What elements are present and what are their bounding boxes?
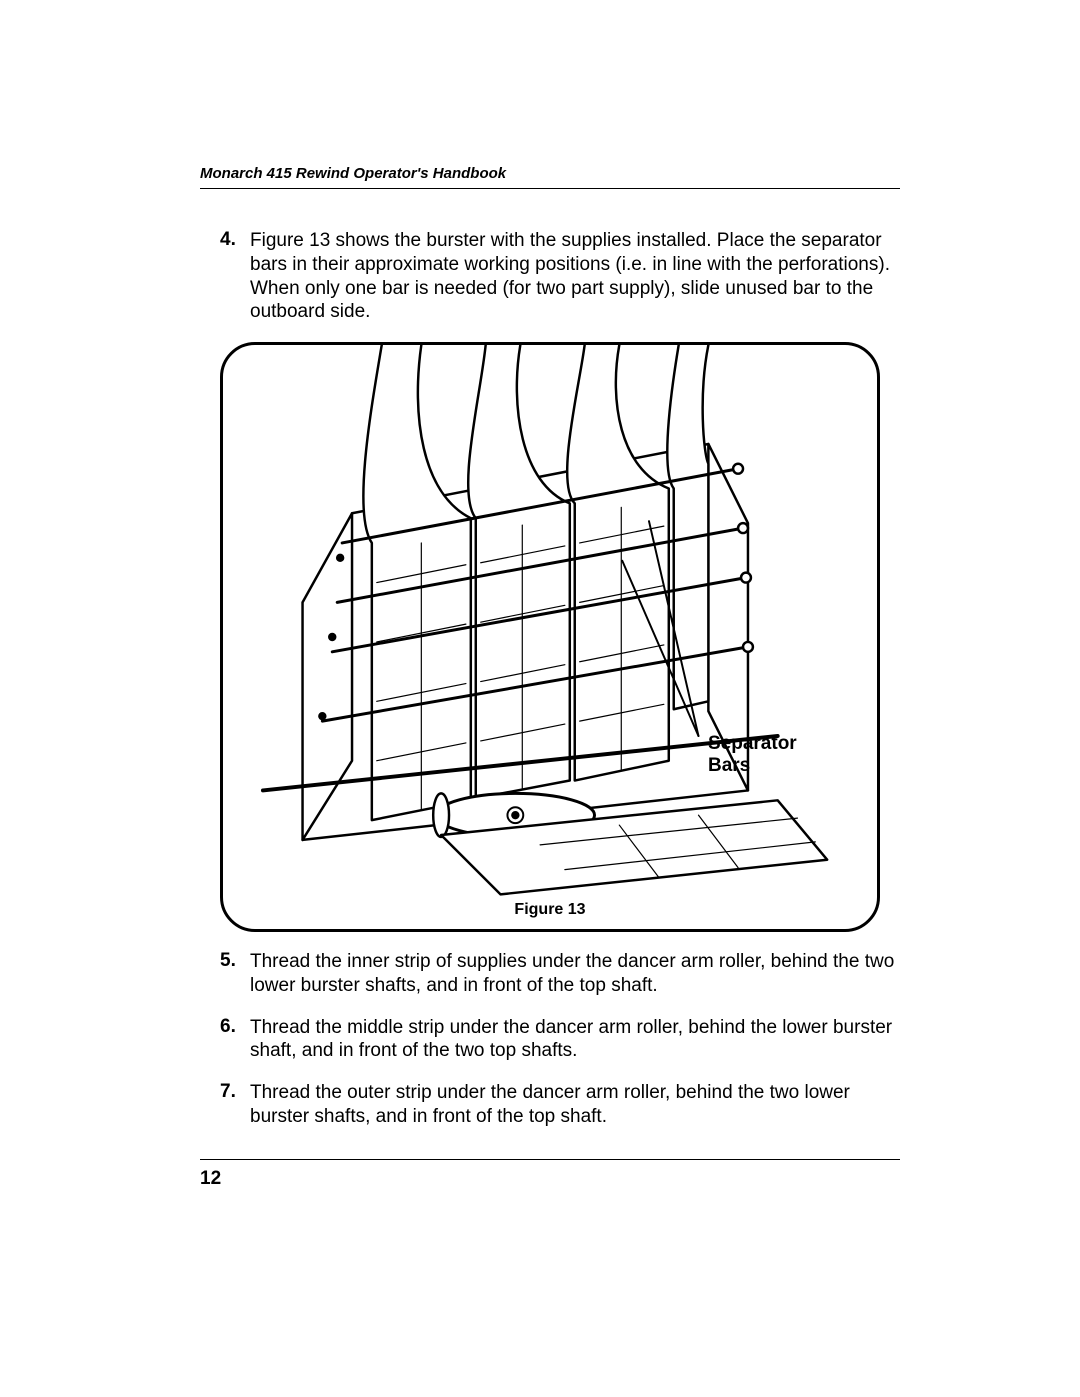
list-text: Thread the inner strip of supplies under… [250,950,900,998]
figure-label-line1: Separator [708,733,797,754]
list-number: 7. [220,1081,250,1129]
page-number: 12 [200,1168,900,1190]
list-item-7: 7. Thread the outer strip under the danc… [220,1081,900,1129]
figure-callout-label: Separator Bars [708,733,797,777]
header-rule [200,188,900,189]
page-header-title: Monarch 415 Rewind Operator's Handbook [200,165,900,182]
list-item-6: 6. Thread the middle strip under the dan… [220,1016,900,1064]
list-text: Figure 13 shows the burster with the sup… [250,229,900,324]
list-number: 5. [220,950,250,998]
burster-diagram-svg [223,345,877,929]
figure-13: Separator Bars Figure 13 [220,342,880,932]
figure-caption: Figure 13 [223,901,877,919]
list-text: Thread the middle strip under the dancer… [250,1016,900,1064]
footer-rule [200,1159,900,1160]
list-item-4: 4. Figure 13 shows the burster with the … [220,229,900,324]
list-number: 6. [220,1016,250,1064]
list-item-5: 5. Thread the inner strip of supplies un… [220,950,900,998]
figure-label-line2: Bars [708,755,750,776]
page-content: Monarch 415 Rewind Operator's Handbook 4… [200,165,900,1190]
list-text: Thread the outer strip under the dancer … [250,1081,900,1129]
list-number: 4. [220,229,250,324]
